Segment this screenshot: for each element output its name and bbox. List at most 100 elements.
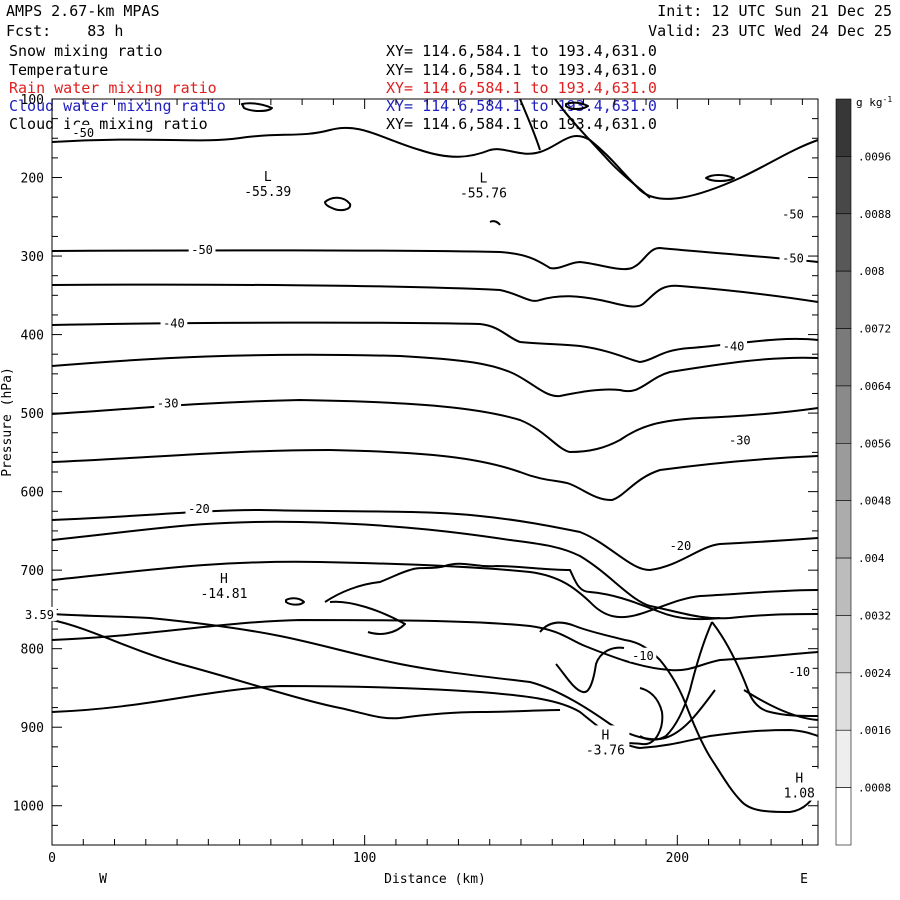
colorbar-swatch — [835, 385, 852, 444]
colorbar-swatch — [835, 615, 852, 674]
extremum-type: H — [601, 728, 609, 743]
field-xy: XY= 114.6,584.1 to 193.4,631.0 — [386, 42, 657, 60]
colorbar-label: .0016 — [858, 724, 891, 737]
contour-label-bg — [185, 500, 213, 515]
y-tick-label: 100 — [21, 93, 44, 108]
contour-line — [329, 600, 406, 635]
contour-label-bg — [160, 315, 188, 330]
extremum-type: L — [480, 172, 488, 187]
contour-line — [51, 619, 561, 720]
colorbar-label: .0056 — [858, 437, 891, 450]
forecast-hour: Fcst: 83 h — [6, 22, 124, 40]
x-tick-label: 0 — [48, 851, 56, 866]
contour-label-bg — [69, 124, 97, 139]
y-tick-label: 200 — [21, 172, 44, 187]
field-name: Snow mixing ratio — [9, 42, 163, 60]
colorbar-swatch — [835, 729, 852, 788]
field-xy: XY= 114.6,584.1 to 193.4,631.0 — [386, 61, 657, 79]
contour-line — [51, 283, 819, 308]
contour-label: -40 — [163, 317, 185, 331]
colorbar-swatch — [835, 328, 852, 387]
extremum-bg — [775, 768, 824, 801]
contour-line — [711, 621, 819, 717]
extremum-value: 1.08 — [784, 787, 815, 802]
y-tick-label: 800 — [21, 643, 44, 658]
contour-label: -50 — [72, 126, 94, 140]
contour-label-bg — [720, 338, 747, 353]
contour-line — [241, 102, 273, 112]
contour-label-bg — [154, 395, 182, 410]
y-tick-label: 700 — [21, 564, 44, 579]
y-tick-label: 300 — [21, 250, 44, 265]
y-tick-label: 500 — [21, 407, 44, 422]
contour-label: -40 — [723, 339, 745, 353]
x-end-label-east: E — [800, 872, 808, 887]
colorbar-swatch — [835, 787, 852, 846]
contour-line — [51, 520, 819, 620]
contour-line — [743, 689, 819, 721]
contour-label: -10 — [788, 665, 810, 679]
contour-line — [51, 353, 819, 398]
colorbar-swatch — [835, 156, 852, 215]
contour-label: -10 — [632, 649, 654, 663]
contour-labels: -50 -50 -50 -50 -40 -40 -30 -30 -20 -20 -10 -10 3.59 — [22, 124, 813, 679]
colorbar-label: .0024 — [858, 667, 891, 680]
x-tick-label: 100 — [353, 851, 376, 866]
contour-line — [51, 247, 819, 271]
extremum-bg — [581, 725, 630, 758]
contour-label-bg — [726, 432, 754, 447]
colorbar-label: .0088 — [858, 208, 891, 221]
y-tick-label: 600 — [21, 486, 44, 501]
field-xy: XY= 114.6,584.1 to 193.4,631.0 — [386, 79, 657, 97]
colorbar-label: .0072 — [858, 323, 891, 336]
colorbar-swatch — [835, 213, 852, 272]
temperature-contours — [51, 98, 819, 813]
colorbar-unit: g kg-1 — [856, 95, 892, 109]
contour-line — [639, 621, 713, 741]
colorbar-swatch — [835, 500, 852, 559]
field-name: Temperature — [9, 61, 109, 79]
contour-line — [51, 509, 819, 571]
colorbar-swatch — [835, 98, 852, 157]
contour-label: 3.59 — [25, 608, 54, 622]
y-tick-label: 400 — [21, 329, 44, 344]
contour-line — [285, 597, 305, 606]
contour-label-bg — [22, 606, 57, 621]
contour-line — [519, 98, 541, 151]
contour-label-bg — [629, 647, 657, 662]
contour-line — [555, 646, 625, 694]
y-tick-label: 1000 — [13, 800, 44, 815]
contour-label-bg — [785, 664, 813, 679]
contour-line — [554, 98, 651, 199]
contour-line — [51, 449, 819, 501]
colorbar-swatch — [835, 443, 852, 501]
extremum-value: -3.76 — [586, 743, 625, 758]
contour-label-bg — [779, 206, 807, 221]
extremum-type: H — [795, 772, 803, 787]
extremum-value: -55.76 — [460, 187, 507, 202]
colorbar-label: .0064 — [858, 380, 891, 393]
contour-line — [565, 101, 589, 110]
axes: 100 200 300 400 500 600 700 800 900 1000 0 100 200 Di… — [0, 93, 818, 887]
contour-line — [51, 126, 819, 200]
colorbar-label: .0048 — [858, 495, 891, 508]
valid-time: Valid: 23 UTC Wed 24 Dec 25 — [648, 22, 892, 40]
contour-label: -50 — [782, 207, 804, 221]
extremum-value: -55.39 — [244, 185, 291, 200]
x-end-label-west: W — [99, 872, 107, 887]
contour-line — [51, 619, 819, 672]
colorbar-label: .0032 — [858, 609, 891, 622]
contour-line — [489, 220, 501, 226]
colorbar-swatch — [835, 557, 852, 616]
contour-label-bg — [188, 241, 216, 256]
init-time: Init: 12 UTC Sun 21 Dec 25 — [657, 2, 892, 20]
colorbar-label: .008 — [858, 265, 885, 278]
extremum-value: -14.81 — [200, 587, 247, 602]
colorbar: .0096 .0088 .008 .0072 .0064 .0056 .0048 .004 .0… — [835, 95, 892, 846]
contour-line — [51, 399, 819, 453]
extremum-type: H — [220, 572, 228, 587]
contour-label: -30 — [729, 434, 751, 448]
model-title: AMPS 2.67-km MPAS — [6, 2, 160, 20]
